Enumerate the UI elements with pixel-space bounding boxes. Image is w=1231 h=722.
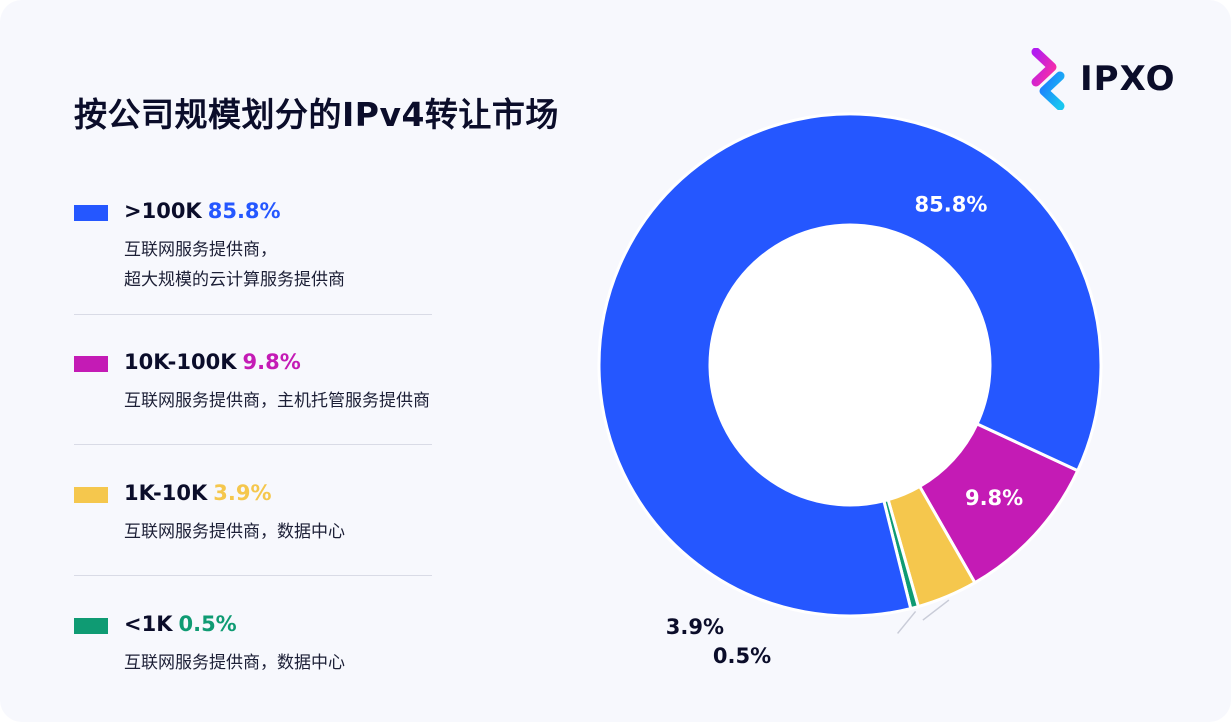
legend-percent: 3.9% xyxy=(213,481,272,505)
legend-description: 互联网服务提供商，数据中心 xyxy=(124,648,444,678)
data-label-2: 3.9% xyxy=(666,615,724,639)
legend-swatch xyxy=(74,487,108,503)
legend-heading: <1K 0.5% xyxy=(124,612,237,636)
donut-slices xyxy=(597,112,1103,618)
legend-heading: 10K-100K 9.8% xyxy=(124,350,301,374)
data-label-3: 0.5% xyxy=(713,644,771,668)
data-labels: 85.8% 9.8% 3.9% 0.5% xyxy=(666,192,1023,668)
page-title: 按公司规模划分的IPv4转让市场 xyxy=(74,95,559,134)
legend-description-line: 互联网服务提供商，数据中心 xyxy=(124,653,345,673)
ipxo-logo-icon xyxy=(1031,48,1065,110)
legend-divider xyxy=(74,314,432,315)
legend-swatch xyxy=(74,356,108,372)
legend-description: 互联网服务提供商，数据中心 xyxy=(124,517,444,547)
legend-description-line: 互联网服务提供商，主机托管服务提供商 xyxy=(124,391,430,411)
logo-text: IPXO xyxy=(1080,59,1176,99)
logo: IPXO xyxy=(1030,48,1175,110)
legend-description: 互联网服务提供商，主机托管服务提供商 xyxy=(124,386,544,416)
legend-label: 1K-10K xyxy=(124,481,208,505)
legend-description-line: 互联网服务提供商，数据中心 xyxy=(124,522,345,542)
legend-label: 10K-100K xyxy=(124,350,237,374)
legend-percent: 9.8% xyxy=(242,350,301,374)
data-label-0: 85.8% xyxy=(915,192,988,216)
legend-heading: >100K 85.8% xyxy=(124,199,281,223)
legend-swatch xyxy=(74,618,108,634)
legend-percent: 85.8% xyxy=(207,199,281,223)
donut-hole xyxy=(710,225,990,505)
data-label-1: 9.8% xyxy=(965,486,1023,510)
legend-label: >100K xyxy=(124,199,202,223)
leader-lines xyxy=(896,599,950,634)
legend-description-line: 互联网服务提供商， xyxy=(124,240,277,260)
legend-label: <1K xyxy=(124,612,173,636)
legend-description-line: 超大规模的云计算服务提供商 xyxy=(124,270,345,290)
legend-heading: 1K-10K 3.9% xyxy=(124,481,272,505)
legend-divider xyxy=(74,575,432,576)
legend-divider xyxy=(74,444,432,445)
legend-percent: 0.5% xyxy=(178,612,237,636)
leader-line-1k xyxy=(896,610,917,634)
leader-line-1k-10k xyxy=(922,599,950,621)
legend-description: 互联网服务提供商， 超大规模的云计算服务提供商 xyxy=(124,235,444,295)
legend-swatch xyxy=(74,205,108,221)
